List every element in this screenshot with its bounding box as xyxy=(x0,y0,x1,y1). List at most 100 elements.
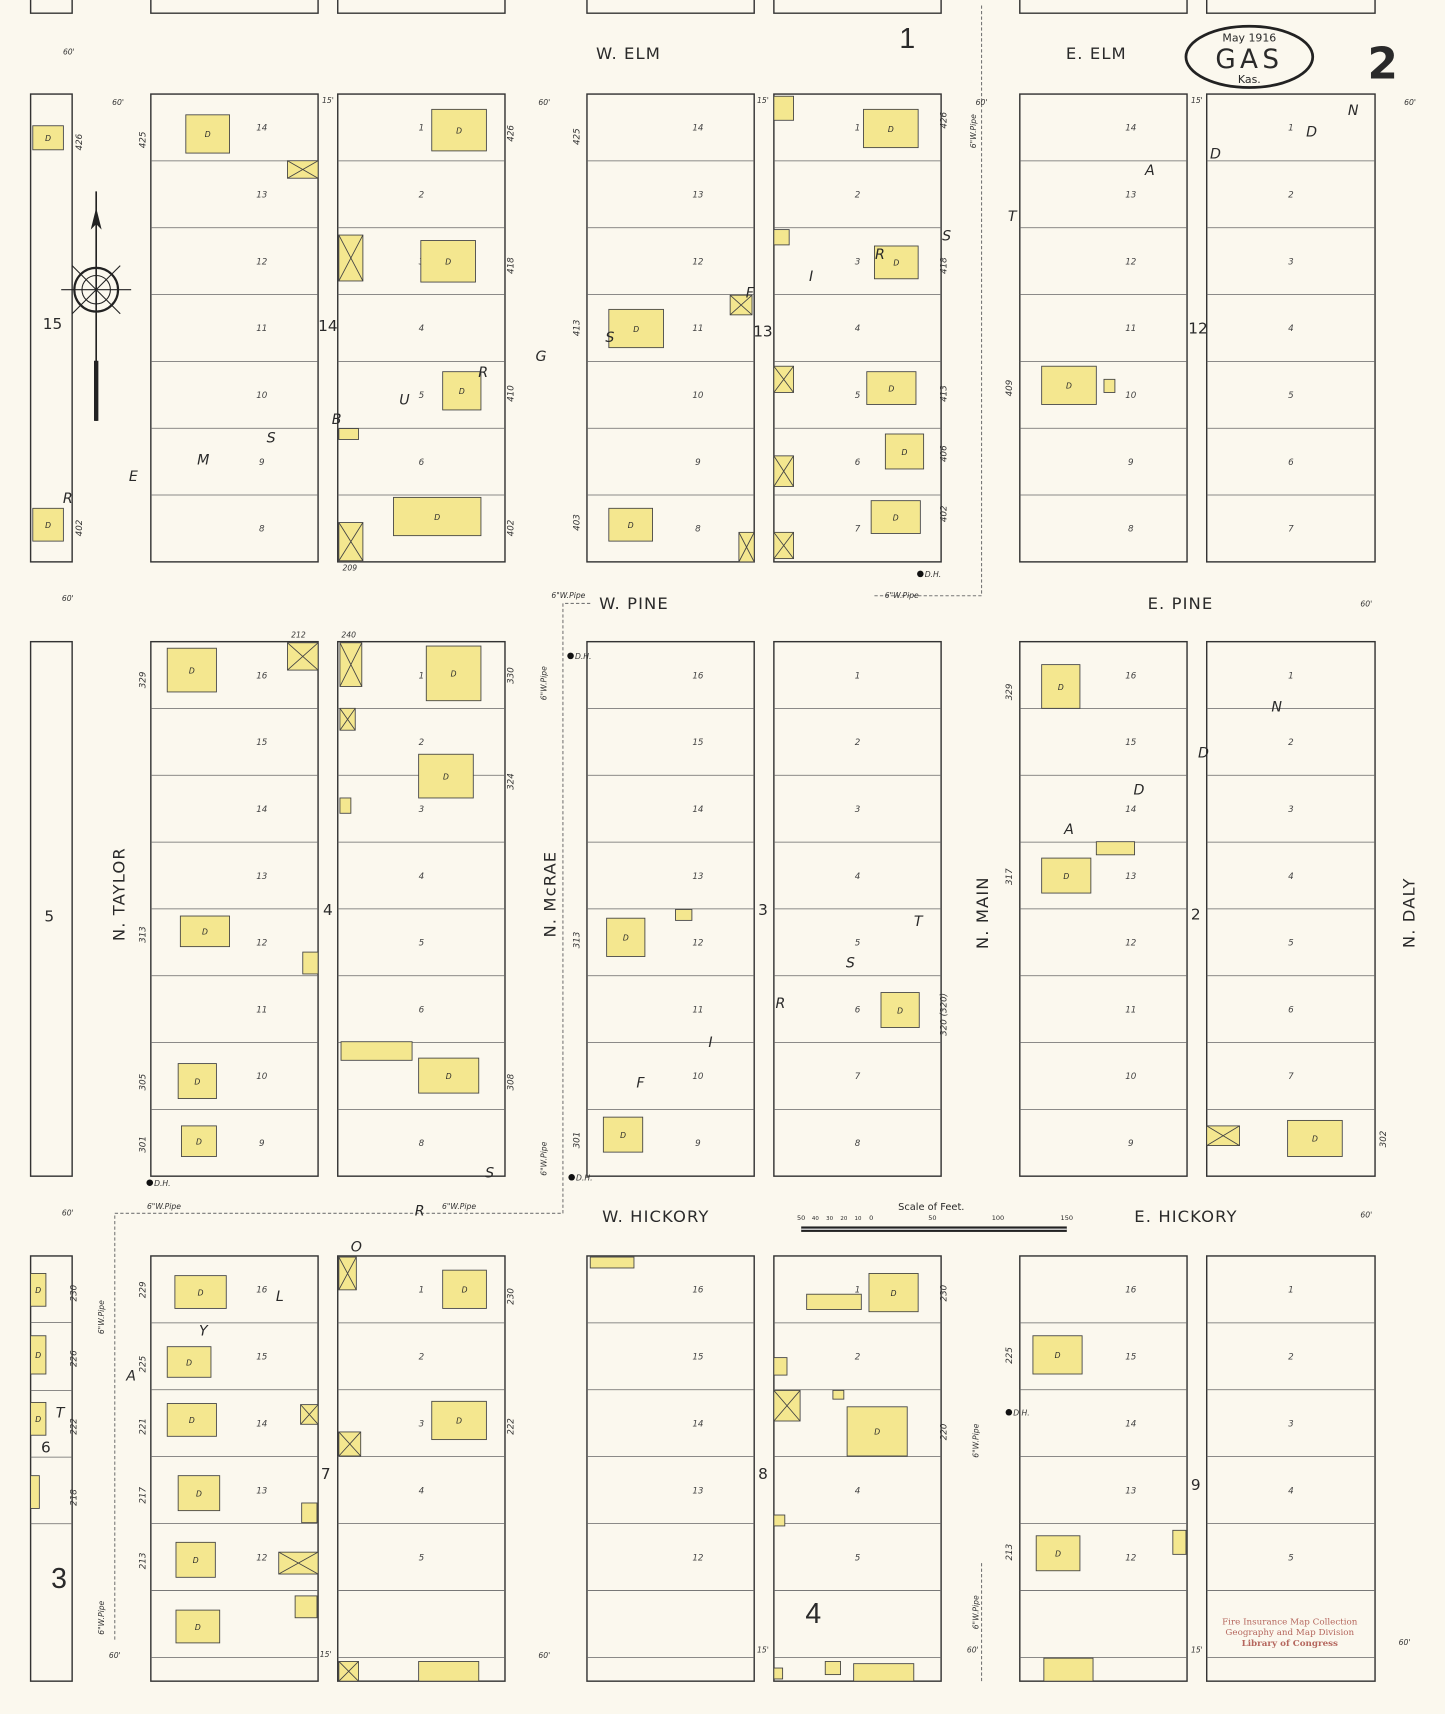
partial-block xyxy=(29,93,73,563)
lot-number: 8 xyxy=(259,525,265,535)
lot-number: 10 xyxy=(1125,391,1137,401)
dwelling-label: D xyxy=(456,1417,462,1426)
hydrant-icon xyxy=(567,652,574,660)
lot-number: 13 xyxy=(256,1486,267,1496)
lot-number: 10 xyxy=(1125,1072,1137,1082)
adjoining-sheet-ref[interactable]: 4 xyxy=(805,1598,821,1630)
house-number: 426 xyxy=(940,112,950,129)
house-number: 308 xyxy=(507,1073,517,1090)
house-number: 402 xyxy=(507,519,517,536)
map-letter: D xyxy=(1133,783,1144,799)
dwelling xyxy=(870,500,921,534)
house-number: 230 xyxy=(507,1288,517,1305)
dwelling-label: D xyxy=(45,521,51,530)
lot-number: 1 xyxy=(855,124,861,134)
hydrant-label: D.H. xyxy=(576,1174,593,1183)
lot-number: 7 xyxy=(1288,1072,1294,1082)
dwelling xyxy=(863,108,919,149)
lot-number: 14 xyxy=(1125,805,1136,815)
house-number: 220 xyxy=(940,1423,950,1440)
lot-number: 15 xyxy=(692,738,704,748)
map-letter: I xyxy=(708,1035,712,1051)
water-pipe-label: 6"W.Pipe xyxy=(551,591,585,600)
hydrant-label: D.H. xyxy=(154,1179,171,1188)
lot-number: 13 xyxy=(256,872,267,882)
partial-block xyxy=(29,0,73,14)
street-w-pine: W. PINE xyxy=(599,594,669,613)
street-width-label: 60' xyxy=(63,48,75,57)
lot-number: 8 xyxy=(855,1139,861,1149)
city-block xyxy=(1206,1255,1376,1682)
dwelling-label: D xyxy=(189,666,195,675)
map-letter: A xyxy=(1144,163,1155,179)
dwelling-label: D xyxy=(1312,1135,1318,1144)
shed-cross xyxy=(338,234,364,282)
map-annotations: 60' 60' 60' 60' 60' 60' 60' 60' 60' 60' 60' 60' 60' 1… xyxy=(62,48,1416,1660)
map-letter: T xyxy=(1008,209,1018,225)
sheet-number: 2 xyxy=(1367,39,1397,90)
city-block xyxy=(337,93,506,563)
dwelling xyxy=(866,371,917,405)
shed-cross xyxy=(338,1431,362,1457)
street-width-label: 60' xyxy=(976,98,988,107)
outbuilding xyxy=(832,1389,845,1400)
house-number: 222 xyxy=(70,1418,80,1435)
street-w-hickory: W. HICKORY xyxy=(602,1207,709,1226)
lot-number: 1 xyxy=(1288,671,1294,681)
partial-block xyxy=(1206,0,1376,14)
dwelling xyxy=(30,1335,47,1375)
house-number: 221 xyxy=(138,1418,148,1435)
lot-dimension: 240 xyxy=(341,630,356,639)
lot-number: 10 xyxy=(692,1072,704,1082)
street-width-label: 60' xyxy=(1399,1638,1411,1647)
hydrant-label: D.H. xyxy=(1013,1409,1029,1418)
dwelling xyxy=(1041,664,1081,709)
lot-number: 4 xyxy=(419,872,425,882)
adjoining-sheet-ref[interactable]: 1 xyxy=(899,23,915,55)
alley-width-label: 15' xyxy=(322,96,334,105)
dwelling-label: D xyxy=(451,670,457,679)
lot-number: 2 xyxy=(855,1353,861,1363)
water-pipe-label: 6"W.Pipe xyxy=(885,591,919,600)
house-number: 317 xyxy=(1005,868,1015,885)
lot-number: 5 xyxy=(855,939,861,949)
dwelling-label: D xyxy=(446,1072,452,1081)
map-letter: T xyxy=(914,914,924,930)
street-width-label: 60' xyxy=(1360,600,1372,609)
scale-tick-label: 0 xyxy=(869,1214,873,1222)
dwelling-label: D xyxy=(35,1351,41,1360)
house-number: 418 xyxy=(507,257,517,274)
dwelling xyxy=(846,1406,908,1457)
dwelling-label: D xyxy=(198,1288,204,1297)
map-letter: D xyxy=(1306,125,1317,141)
lot-number: 4 xyxy=(419,324,425,334)
shed-cross xyxy=(287,160,319,179)
lot-number: 5 xyxy=(419,391,425,401)
lot-number: 11 xyxy=(256,324,267,334)
dwelling xyxy=(420,240,476,283)
lot-number: 12 xyxy=(256,1553,268,1563)
dwelling xyxy=(166,1346,212,1378)
dwelling-label: D xyxy=(888,384,894,393)
outbuilding xyxy=(589,1256,635,1269)
outbuilding xyxy=(338,428,359,440)
lot-number: 16 xyxy=(692,671,704,681)
adjoining-sheet-ref[interactable]: 3 xyxy=(51,1563,67,1595)
map-letter: R xyxy=(415,1204,425,1220)
dwelling xyxy=(30,1401,47,1436)
map-letters: R E M S B U R G S F I R S T A D D N A D D N F I R S T S R O L Y A T xyxy=(56,103,1359,1422)
lot-number: 1 xyxy=(855,671,861,681)
street-width-label: 60' xyxy=(538,98,550,107)
street-w-elm: W. ELM xyxy=(596,44,661,63)
shed-cross xyxy=(339,642,363,687)
lot-number: 13 xyxy=(256,191,267,201)
scale-ticks: 50 40 30 20 10 0 50 100 150 xyxy=(797,1214,1073,1222)
house-number: 409 xyxy=(1005,379,1015,396)
lot-number: 2 xyxy=(419,1353,425,1363)
dwelling-label: D xyxy=(196,1489,202,1498)
block-number: 13 xyxy=(753,323,772,341)
city-block xyxy=(1206,93,1376,563)
block-number: 3 xyxy=(758,901,768,919)
dwelling-label: D xyxy=(194,1077,200,1086)
